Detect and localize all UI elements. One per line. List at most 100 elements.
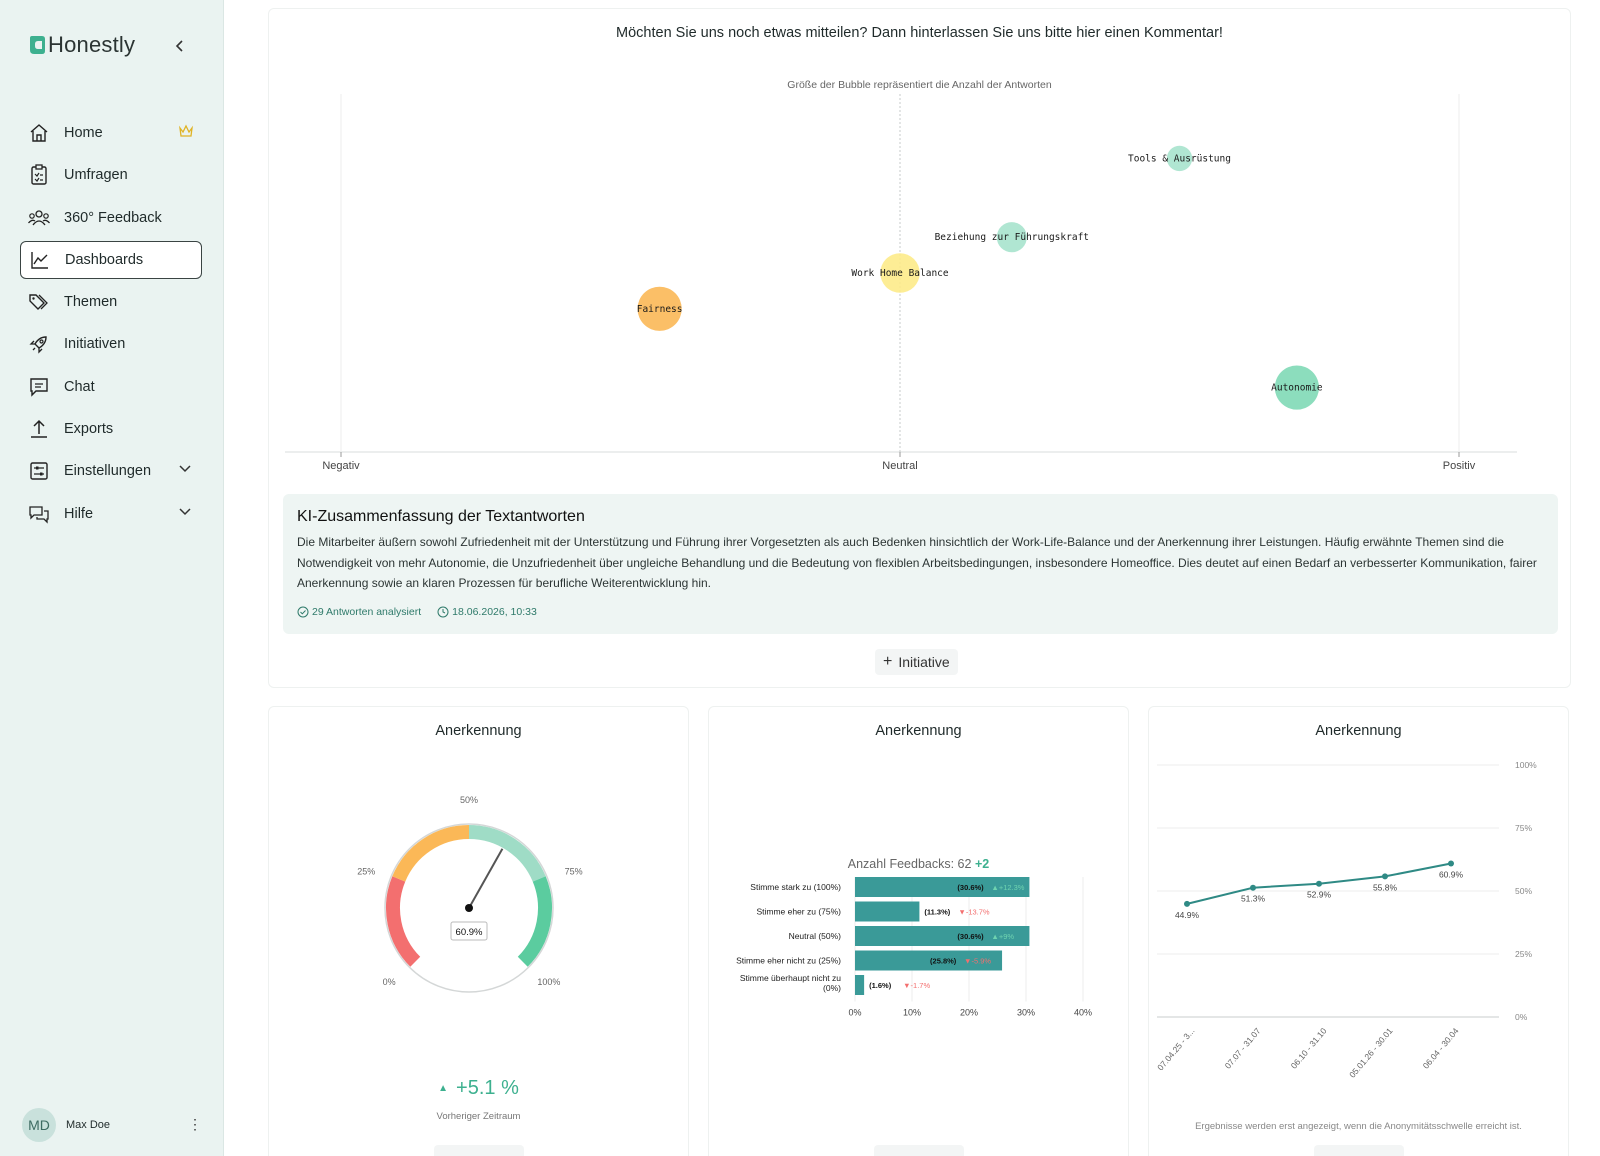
x-tick-label: 06.04 - 30.04	[1421, 1026, 1461, 1071]
bar-value-label: (11.3%)	[924, 908, 950, 917]
bar-value-label: (30.6%)	[957, 932, 984, 941]
home-icon	[28, 122, 50, 144]
bubble-chart: Negativ Neutral Positiv Fairness Work Home B…	[285, 94, 1517, 472]
sidebar-item-home[interactable]: Home	[20, 114, 202, 152]
sidebar-item-label: Umfragen	[64, 167, 128, 184]
chat-icon	[28, 376, 50, 398]
analyzed-count: 29 Antworten analysiert	[297, 606, 421, 618]
bubble-label: Tools & Ausrüstung	[1128, 153, 1231, 164]
logo[interactable]: Honestly	[28, 32, 135, 58]
chevron-down-icon[interactable]	[178, 464, 192, 474]
sidebar-item-themen[interactable]: Themen	[20, 283, 202, 321]
gauge-tick-label: 75%	[565, 866, 583, 876]
sidebar-item-chat[interactable]: Chat	[20, 368, 202, 406]
user-profile[interactable]: MD Max Doe ⋮	[22, 1108, 202, 1142]
data-label: 60.9%	[1439, 870, 1464, 880]
trend-up-icon: ▲	[438, 1083, 449, 1095]
x-tick-label: 06.10 - 31.10	[1289, 1026, 1329, 1071]
x-tick-label: 10%	[903, 1008, 921, 1018]
y-tick-label: 75%	[1515, 823, 1532, 833]
bar-value-label: (1.6%)	[869, 981, 892, 990]
x-tick-label: Negativ	[322, 460, 360, 472]
tags-icon	[28, 291, 50, 313]
crown-icon	[179, 124, 193, 137]
add-initiative-button[interactable]	[874, 1145, 964, 1156]
feedback-count: Anzahl Feedbacks: 62 +2	[709, 857, 1128, 871]
plus-icon: +	[883, 653, 893, 670]
sidebar-item-exports[interactable]: Exports	[20, 410, 202, 448]
bar-card-title: Anerkennung	[875, 723, 962, 739]
bar-value-label: (30.6%)	[957, 883, 984, 892]
bubble	[1166, 145, 1193, 172]
data-label: 44.9%	[1175, 910, 1200, 920]
x-tick-label: 07.07 - 31.07	[1223, 1026, 1263, 1071]
settings-sliders-icon	[28, 460, 50, 482]
bar	[855, 926, 1030, 946]
bar-change-label: ▼-13.7%	[958, 908, 990, 917]
gauge-segment	[468, 825, 546, 882]
chevron-down-icon[interactable]	[178, 507, 192, 517]
y-tick-label: 50%	[1515, 886, 1532, 896]
delta-label: +5.1 %	[456, 1077, 519, 1099]
bubble-label: Autonomie	[1271, 383, 1323, 394]
category-label: Stimme stark zu (100%)	[750, 882, 841, 892]
sidebar: Honestly Home Umfragen 360° Feedback Das…	[0, 0, 224, 1156]
add-initiative-button[interactable]	[1314, 1145, 1404, 1156]
more-vertical-icon[interactable]: ⋮	[188, 1116, 202, 1132]
delta-value: ▲ +5.1 %	[269, 1077, 688, 1100]
bubble-chart-subtitle: Größe der Bubble repräsentiert die Anzah…	[787, 79, 1052, 91]
x-tick-label: Positiv	[1443, 460, 1476, 472]
logo-mark-icon	[30, 36, 45, 54]
people-icon	[28, 207, 50, 229]
sidebar-item-initiativen[interactable]: Initiativen	[20, 325, 202, 363]
add-initiative-button[interactable]	[434, 1145, 524, 1156]
sidebar-item-label: Initiativen	[64, 336, 126, 353]
add-initiative-button[interactable]: + Initiative	[875, 649, 958, 675]
trend-card: Anerkennung 0% 25% 50% 75% 100% 44.9% 51.3% 52.…	[1148, 706, 1569, 1156]
ai-summary-text: Die Mitarbeiter äußern sowohl Zufriedenh…	[297, 535, 1537, 590]
bar	[855, 975, 865, 995]
sidebar-item-360-feedback[interactable]: 360° Feedback	[20, 199, 202, 237]
sidebar-item-label: Hilfe	[64, 505, 94, 522]
sidebar-item-umfragen[interactable]: Umfragen	[20, 156, 202, 194]
y-tick-label: 0%	[1515, 1012, 1528, 1022]
question-title: Möchten Sie uns noch etwas mitteilen? Da…	[616, 25, 1223, 41]
bubble	[996, 222, 1027, 253]
bar-value-label: (25.8%)	[930, 957, 957, 966]
user-name: Max Doe	[66, 1119, 111, 1131]
y-tick-label: 25%	[1515, 949, 1532, 959]
bar-change-label: ▼-1.7%	[903, 981, 930, 990]
category-label: Stimme eher zu (75%)	[756, 907, 841, 917]
data-point	[1316, 880, 1322, 887]
sidebar-item-einstellungen[interactable]: Einstellungen	[20, 452, 202, 490]
sidebar-item-label: 360° Feedback	[64, 209, 162, 226]
gauge-card: Anerkennung 0% 25% 50% 75% 100% 60.9% ▲ +5.1 %…	[268, 706, 689, 1156]
sidebar-item-label: Chat	[64, 378, 95, 395]
data-point	[1250, 884, 1256, 891]
data-label: 55.8%	[1373, 882, 1398, 892]
sidebar-item-dashboards[interactable]: Dashboards	[20, 240, 202, 279]
sidebar-item-label: Einstellungen	[64, 463, 152, 480]
trend-card-title: Anerkennung	[1315, 723, 1402, 739]
bubble-label: Beziehung zur Führungskraft	[935, 232, 1089, 243]
gauge-tick-label: 25%	[357, 866, 375, 876]
gauge-hub	[465, 904, 473, 912]
summary-timestamp: 18.06.2026, 10:33	[437, 606, 537, 618]
bubble-label: Fairness	[637, 304, 683, 315]
collapse-sidebar-icon[interactable]	[170, 36, 190, 56]
gauge-value-label: 60.9%	[456, 927, 483, 938]
gauge-card-title: Anerkennung	[435, 723, 522, 739]
bar	[855, 901, 920, 922]
rocket-icon	[28, 333, 50, 355]
sidebar-item-hilfe[interactable]: Hilfe	[20, 495, 202, 533]
bar-chart: 0% 10% 20% 30% 40% Stimme stark zu (100%) (30.…	[736, 877, 1092, 1018]
line-chart: 0% 25% 50% 75% 100% 44.9% 51.3% 52.9% 55.8% 60.9%…	[1155, 760, 1537, 1080]
analyzed-label: 29 Antworten analysiert	[312, 606, 422, 618]
sidebar-item-label: Home	[64, 125, 103, 141]
app-name: Honestly	[48, 32, 136, 57]
x-tick-label: 40%	[1074, 1008, 1092, 1018]
data-point	[1382, 873, 1388, 880]
check-circle-icon	[297, 606, 309, 618]
bubble	[1274, 365, 1319, 410]
x-tick-label: 30%	[1017, 1008, 1035, 1018]
